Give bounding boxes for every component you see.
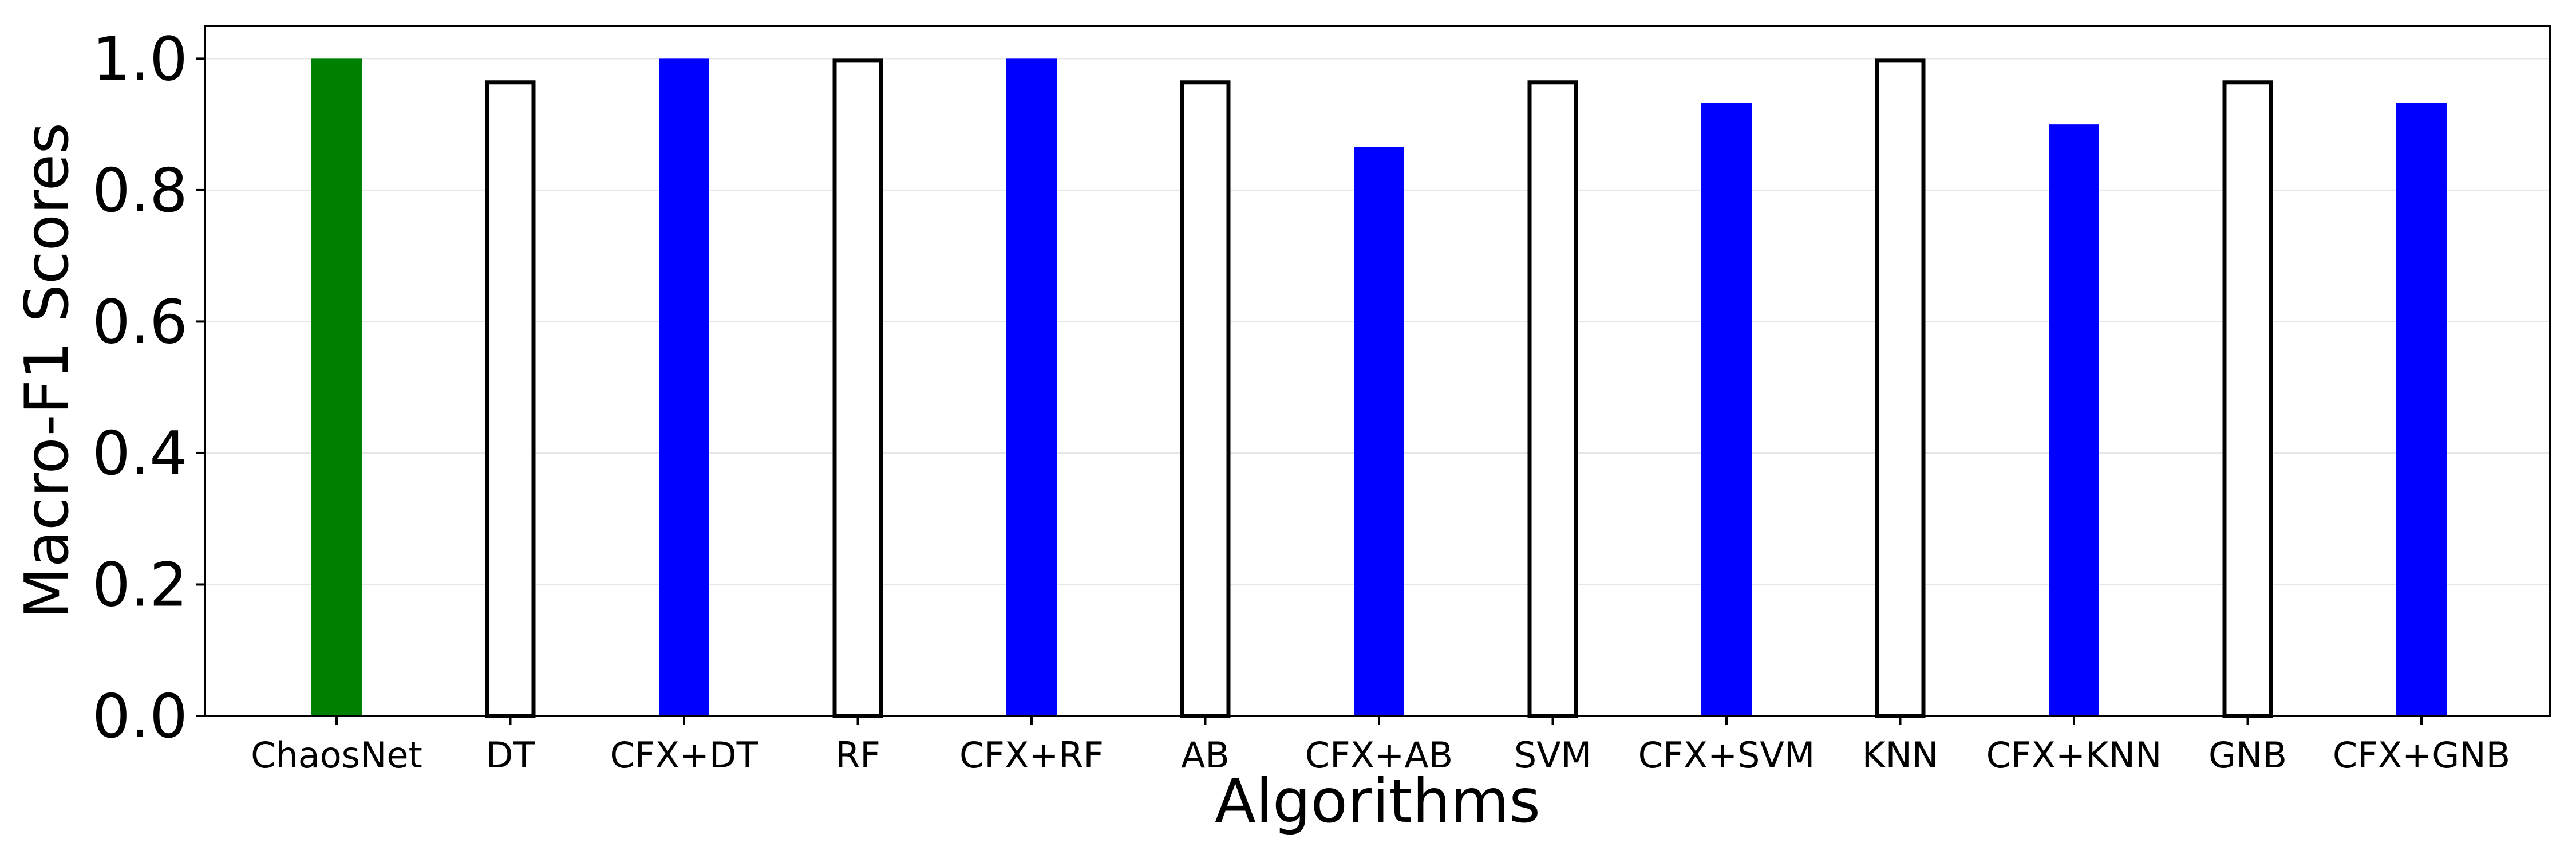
x-tick-label: SVM [1514, 734, 1591, 776]
x-axis-title: Algorithms [1215, 766, 1540, 836]
y-axis-title: Macro-F1 Scores [12, 123, 82, 619]
bar-cfx-svm [1701, 103, 1752, 716]
bar-gnb [2222, 80, 2273, 718]
bar-svm [1527, 80, 1578, 718]
y-tick-label: 0.4 [92, 419, 188, 489]
x-tick-label: CFX+GNB [2333, 734, 2510, 776]
x-tick-label: KNN [1862, 734, 1938, 776]
x-tick-label: CFX+AB [1305, 734, 1453, 776]
y-tick-label: 1.0 [92, 24, 188, 94]
y-tick-label: 0.0 [92, 682, 188, 751]
x-tick-label: CFX+DT [610, 734, 759, 776]
bar-dt [485, 80, 536, 718]
bar-knn [1875, 58, 1926, 718]
bar-cfx-dt [659, 58, 709, 716]
bar-rf [832, 58, 883, 718]
y-tick-label: 0.2 [92, 550, 188, 620]
bar-cfx-knn [2049, 124, 2099, 717]
x-tick-label: CFX+RF [959, 734, 1104, 776]
x-tick-label: CFX+SVM [1638, 734, 1815, 776]
plot-frame [204, 25, 2551, 717]
y-tick-label: 0.6 [92, 287, 188, 357]
bar-cfx-ab [1354, 147, 1404, 717]
bar-cfx-rf [1006, 58, 1057, 716]
x-axis-ticks: ChaosNet DT CFX+DT RF CFX+RF AB CFX+AB SVM CFX+S… [251, 716, 2510, 776]
bars [311, 58, 2447, 718]
x-tick-label: RF [835, 734, 880, 776]
x-tick-label: DT [486, 734, 536, 776]
bar-cfx-gnb [2396, 103, 2447, 716]
y-tick-label: 0.8 [92, 156, 188, 226]
x-tick-label: CFX+KNN [1986, 734, 2162, 776]
y-axis-ticks: 0.0 0.2 0.4 0.6 0.8 1.0 [92, 24, 205, 751]
x-tick-label: AB [1181, 734, 1230, 776]
x-tick-label: GNB [2208, 734, 2287, 776]
x-tick-label: ChaosNet [251, 734, 422, 776]
bar-ab [1180, 80, 1231, 718]
bar-chaosnet [311, 58, 362, 716]
